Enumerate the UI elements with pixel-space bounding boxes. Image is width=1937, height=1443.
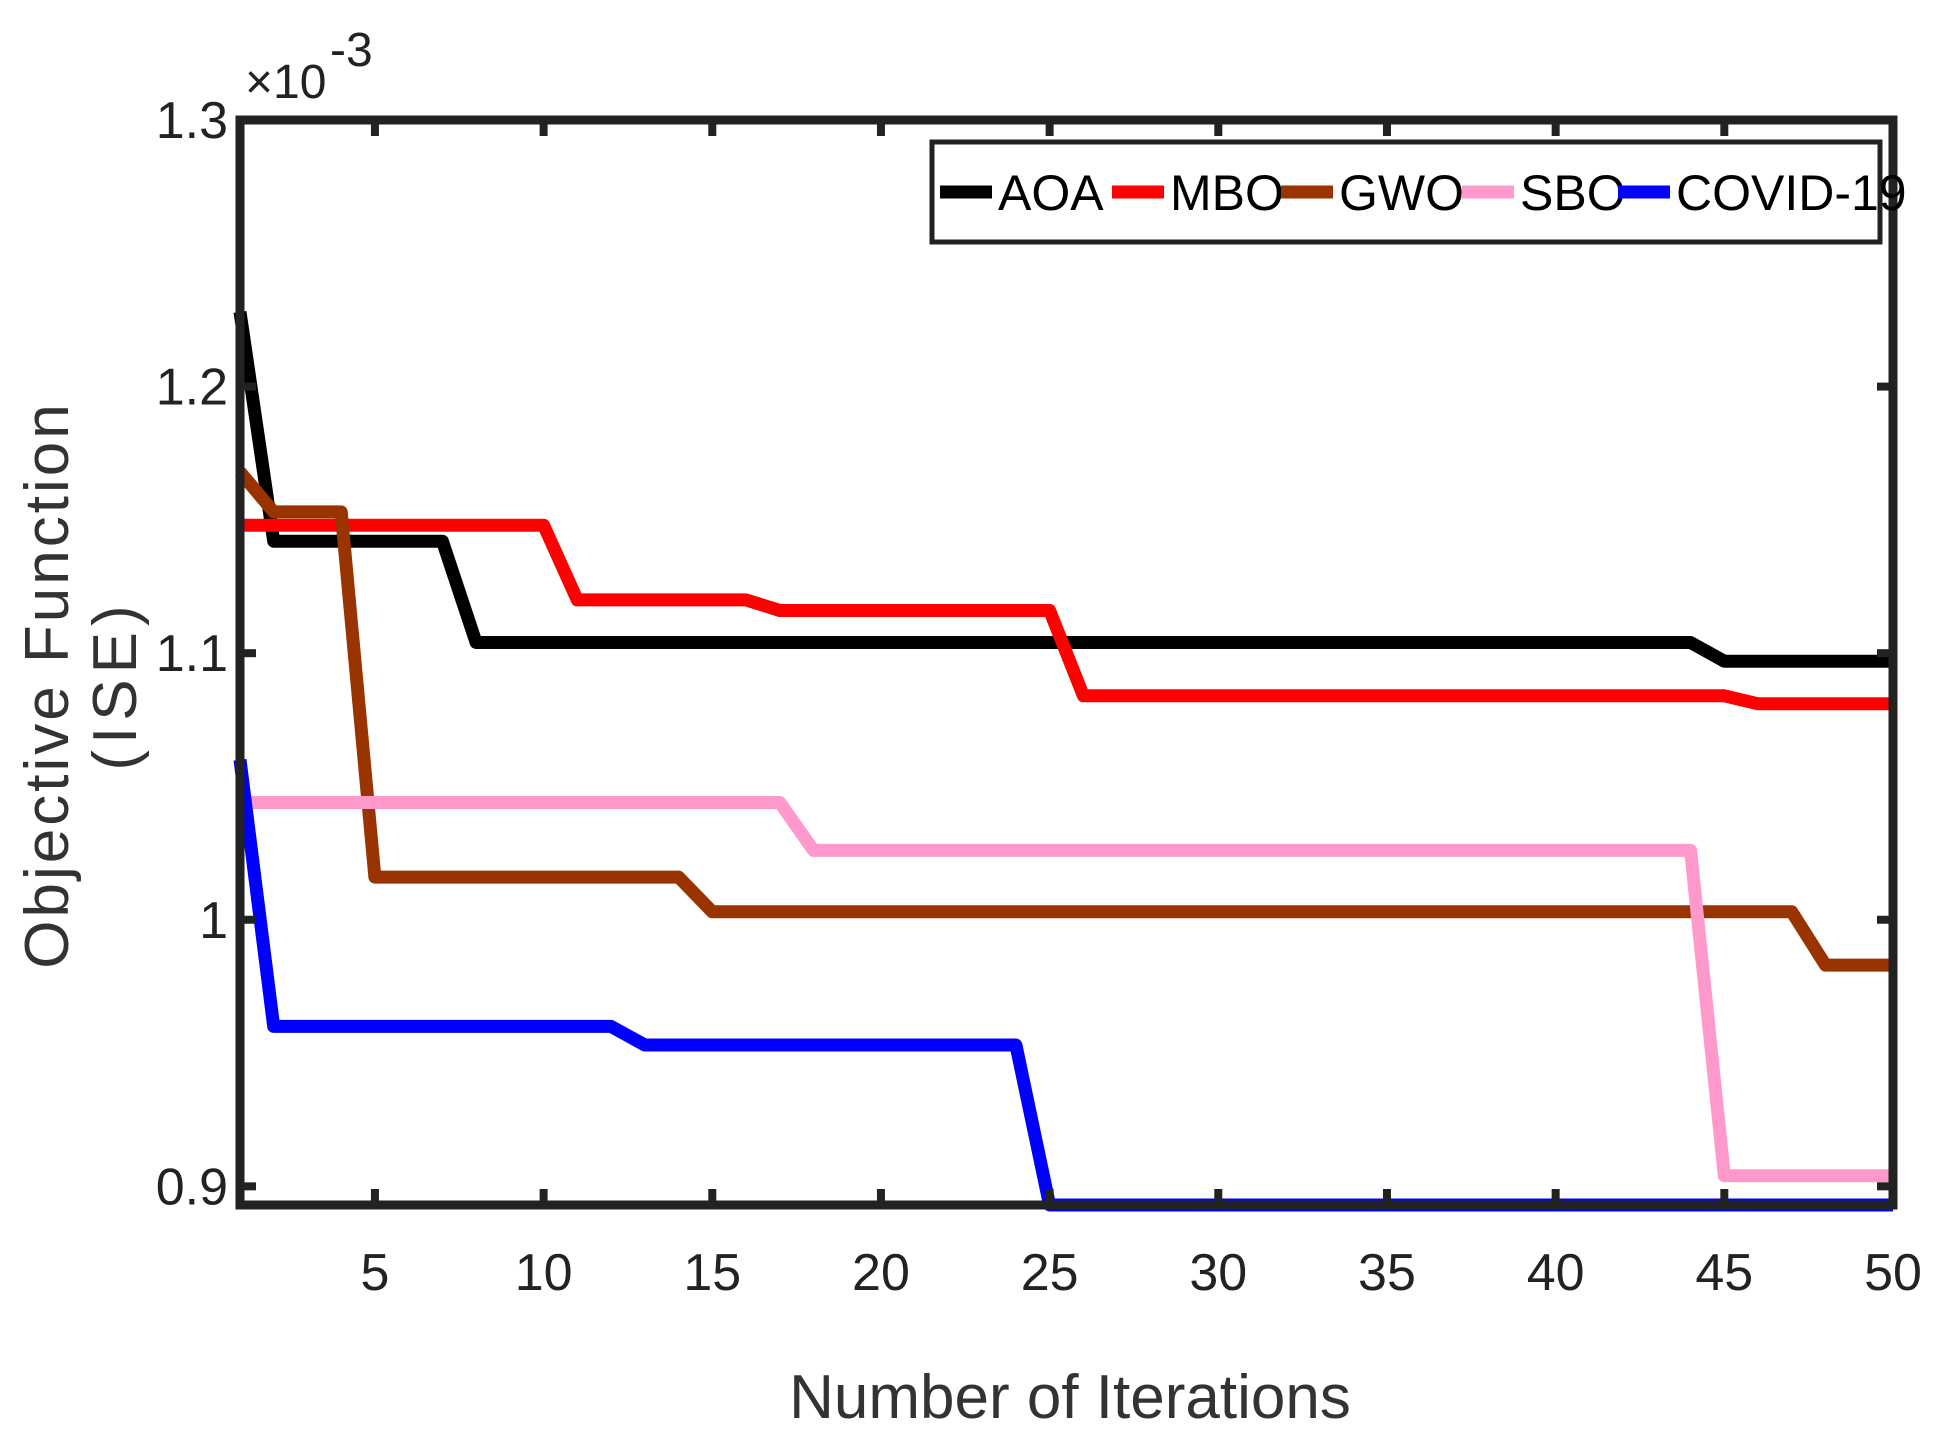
legend-box	[929, 139, 1883, 245]
series-line-sbo	[240, 796, 1893, 1183]
y-tick-label: 0.9	[156, 1158, 228, 1216]
x-axis-title: Number of Iterations	[789, 1363, 1351, 1432]
x-tick-label: 45	[1695, 1244, 1753, 1302]
y-tick-label: 1	[199, 892, 228, 950]
x-tick-label: 35	[1358, 1244, 1416, 1302]
legend-label: SBO	[1520, 165, 1626, 221]
x-tick-label: 30	[1189, 1244, 1247, 1302]
legend-label: AOA	[998, 165, 1104, 221]
plot-frame	[235, 115, 1898, 1210]
x-tick-label: 5	[360, 1244, 389, 1302]
tick-layer: 5 10 15 20 25 30 35 40 45 50 0.9 1 1.1 1.2 1.3	[156, 92, 1922, 1302]
series-line-mbo	[240, 518, 1893, 711]
legend-label: COVID-19	[1676, 165, 1907, 221]
y-tick-label: 1.1	[156, 625, 228, 683]
y-axis-title-unit: (ISE)	[81, 599, 150, 770]
legend: AOA MBO GWO SBO COVID-19	[929, 139, 1907, 245]
y-tick-label: 1.3	[156, 92, 228, 150]
legend-label: GWO	[1339, 165, 1464, 221]
y-axis-title: Objective Function	[13, 401, 82, 968]
y-multiplier: ×10	[245, 56, 326, 109]
x-tick-label: 15	[683, 1244, 741, 1302]
x-tick-label: 20	[852, 1244, 910, 1302]
x-tick-label: 10	[515, 1244, 573, 1302]
y-tick-label: 1.2	[156, 359, 228, 417]
series-line-gwo	[235, 467, 1893, 972]
y-multiplier-exponent: -3	[330, 24, 373, 77]
x-tick-label: 50	[1864, 1244, 1922, 1302]
series-line-aoa	[233, 310, 1893, 668]
legend-label: MBO	[1170, 165, 1284, 221]
x-tick-label: 40	[1527, 1244, 1585, 1302]
x-tick-label: 25	[1021, 1244, 1079, 1302]
series-layer	[233, 310, 1893, 1212]
